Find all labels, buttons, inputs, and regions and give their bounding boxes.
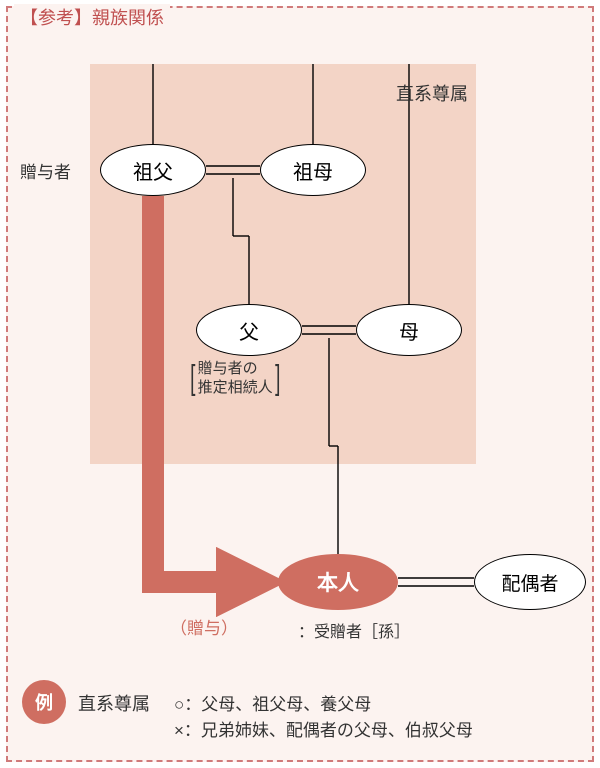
- legend-heading: 直系尊属: [78, 690, 150, 716]
- legend-row-exclude: ×：兄弟姉妹、配偶者の父母、伯叔父母: [174, 716, 473, 741]
- node-father: 父: [196, 304, 302, 356]
- node-mother: 母: [356, 304, 462, 356]
- node-grandmother: 祖母: [260, 144, 366, 196]
- father-note-line1: 贈与者の: [198, 360, 273, 379]
- node-spouse: 配偶者: [474, 554, 586, 610]
- gift-label: （贈与）: [170, 614, 238, 639]
- donor-label: 贈与者: [20, 158, 71, 183]
- self-note: ：受贈者［孫］: [298, 618, 410, 642]
- node-grandfather: 祖父: [100, 144, 206, 196]
- bracket-left-icon: [: [190, 365, 195, 393]
- node-self: 本人: [278, 554, 398, 610]
- legend-row-include: ○：父母、祖父母、養父母: [174, 690, 371, 715]
- legend-example-pill: 例: [22, 680, 66, 724]
- father-note: [贈与者の推定相続人]: [188, 360, 318, 398]
- bracket-right-icon: ]: [275, 365, 280, 393]
- father-note-line2: 推定相続人: [198, 379, 273, 398]
- direct-ascendant-label: 直系尊属: [396, 80, 468, 106]
